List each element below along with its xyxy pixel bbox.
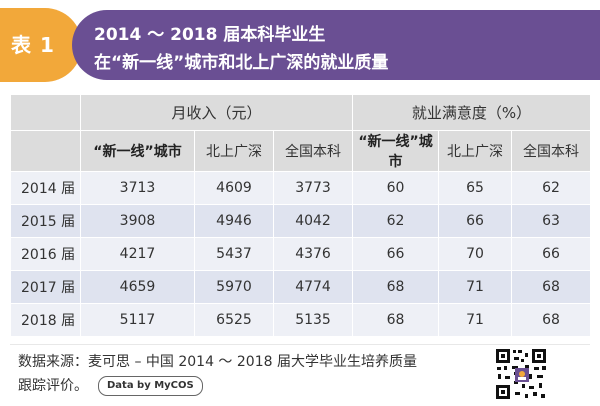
source-line-1: 数据来源：麦可思 – 中国 2014 ～ 2018 届大学毕业生培养质量 — [18, 354, 417, 370]
table-cell: 5437 — [194, 237, 274, 271]
table-cell: 68 — [352, 303, 440, 337]
table-cell: 68 — [511, 270, 592, 304]
group-header-satisfaction: 就业满意度（%） — [352, 94, 592, 131]
table-cell: 60 — [352, 171, 440, 205]
table-cell: 6525 — [194, 303, 274, 337]
table-number-label: 表 1 — [11, 33, 55, 57]
mycos-badge: Data by MyCOS — [98, 376, 203, 396]
sub-header: “新一线”城市 — [352, 130, 440, 172]
table-cell: 70 — [438, 237, 513, 271]
table-cell: 71 — [438, 303, 513, 337]
table-number-badge: 表 1 — [0, 8, 82, 82]
table-cell: 3773 — [272, 171, 354, 205]
table-cell: 4376 — [272, 237, 354, 271]
table-cell: 4946 — [194, 204, 274, 238]
table-row: 2018 届 5117 6525 5135 68 71 68 — [10, 303, 592, 337]
sub-header: “新一线”城市 — [80, 130, 195, 172]
qr-code-icon — [495, 348, 547, 400]
table-sub-header-row: “新一线”城市 北上广深 全国本科 “新一线”城市 北上广深 全国本科 — [10, 130, 592, 172]
table-cell: 68 — [352, 270, 440, 304]
corner-cell — [10, 94, 81, 131]
footer-divider — [10, 344, 590, 345]
title-bar: 2014 ～ 2018 届本科毕业生 在“新一线”城市和北上广深的就业质量 — [72, 10, 600, 80]
corner-cell — [10, 130, 81, 172]
table-row: 2016 届 4217 5437 4376 66 70 66 — [10, 237, 592, 271]
year-cell: 2014 届 — [10, 171, 81, 205]
table-cell: 4774 — [272, 270, 354, 304]
group-header-income: 月收入（元） — [79, 94, 354, 131]
table-cell: 66 — [438, 204, 513, 238]
source-line-2-row: 跟踪评价。 Data by MyCOS — [18, 374, 488, 398]
table-cell: 71 — [438, 270, 513, 304]
table-cell: 5135 — [272, 303, 354, 337]
table-cell: 3908 — [80, 204, 195, 238]
source-line-2: 跟踪评价。 — [18, 378, 88, 394]
table-row: 2017 届 4659 5970 4774 68 71 68 — [10, 270, 592, 304]
table-cell: 63 — [511, 204, 592, 238]
title-line-1: 2014 ～ 2018 届本科毕业生 — [94, 25, 326, 45]
data-table: 月收入（元） 就业满意度（%） “新一线”城市 北上广深 全国本科 “新一线”城… — [10, 94, 592, 337]
table-cell: 4659 — [80, 270, 195, 304]
table-row: 2014 届 3713 4609 3773 60 65 62 — [10, 171, 592, 205]
table-cell: 4609 — [194, 171, 274, 205]
sub-header: 北上广深 — [438, 130, 513, 172]
sub-header: 全国本科 — [511, 130, 592, 172]
year-cell: 2018 届 — [10, 303, 81, 337]
table-cell: 66 — [352, 237, 440, 271]
table-cell: 68 — [511, 303, 592, 337]
table-cell: 62 — [352, 204, 440, 238]
data-source-note: 数据来源：麦可思 – 中国 2014 ～ 2018 届大学毕业生培养质量 跟踪评… — [18, 350, 488, 398]
sub-header: 全国本科 — [272, 130, 354, 172]
table-cell: 5970 — [194, 270, 274, 304]
table-cell: 3713 — [80, 171, 195, 205]
table-cell: 4042 — [272, 204, 354, 238]
table-row: 2015 届 3908 4946 4042 62 66 63 — [10, 204, 592, 238]
year-cell: 2015 届 — [10, 204, 81, 238]
table-cell: 62 — [511, 171, 592, 205]
title-line-2: 在“新一线”城市和北上广深的就业质量 — [94, 53, 389, 73]
table-cell: 66 — [511, 237, 592, 271]
year-cell: 2016 届 — [10, 237, 81, 271]
table-cell: 5117 — [80, 303, 195, 337]
table-header: 表 1 2014 ～ 2018 届本科毕业生 在“新一线”城市和北上广深的就业质… — [0, 0, 600, 90]
table-cell: 4217 — [80, 237, 195, 271]
table-cell: 65 — [438, 171, 513, 205]
table-group-header-row: 月收入（元） 就业满意度（%） — [10, 94, 592, 131]
sub-header: 北上广深 — [194, 130, 274, 172]
year-cell: 2017 届 — [10, 270, 81, 304]
